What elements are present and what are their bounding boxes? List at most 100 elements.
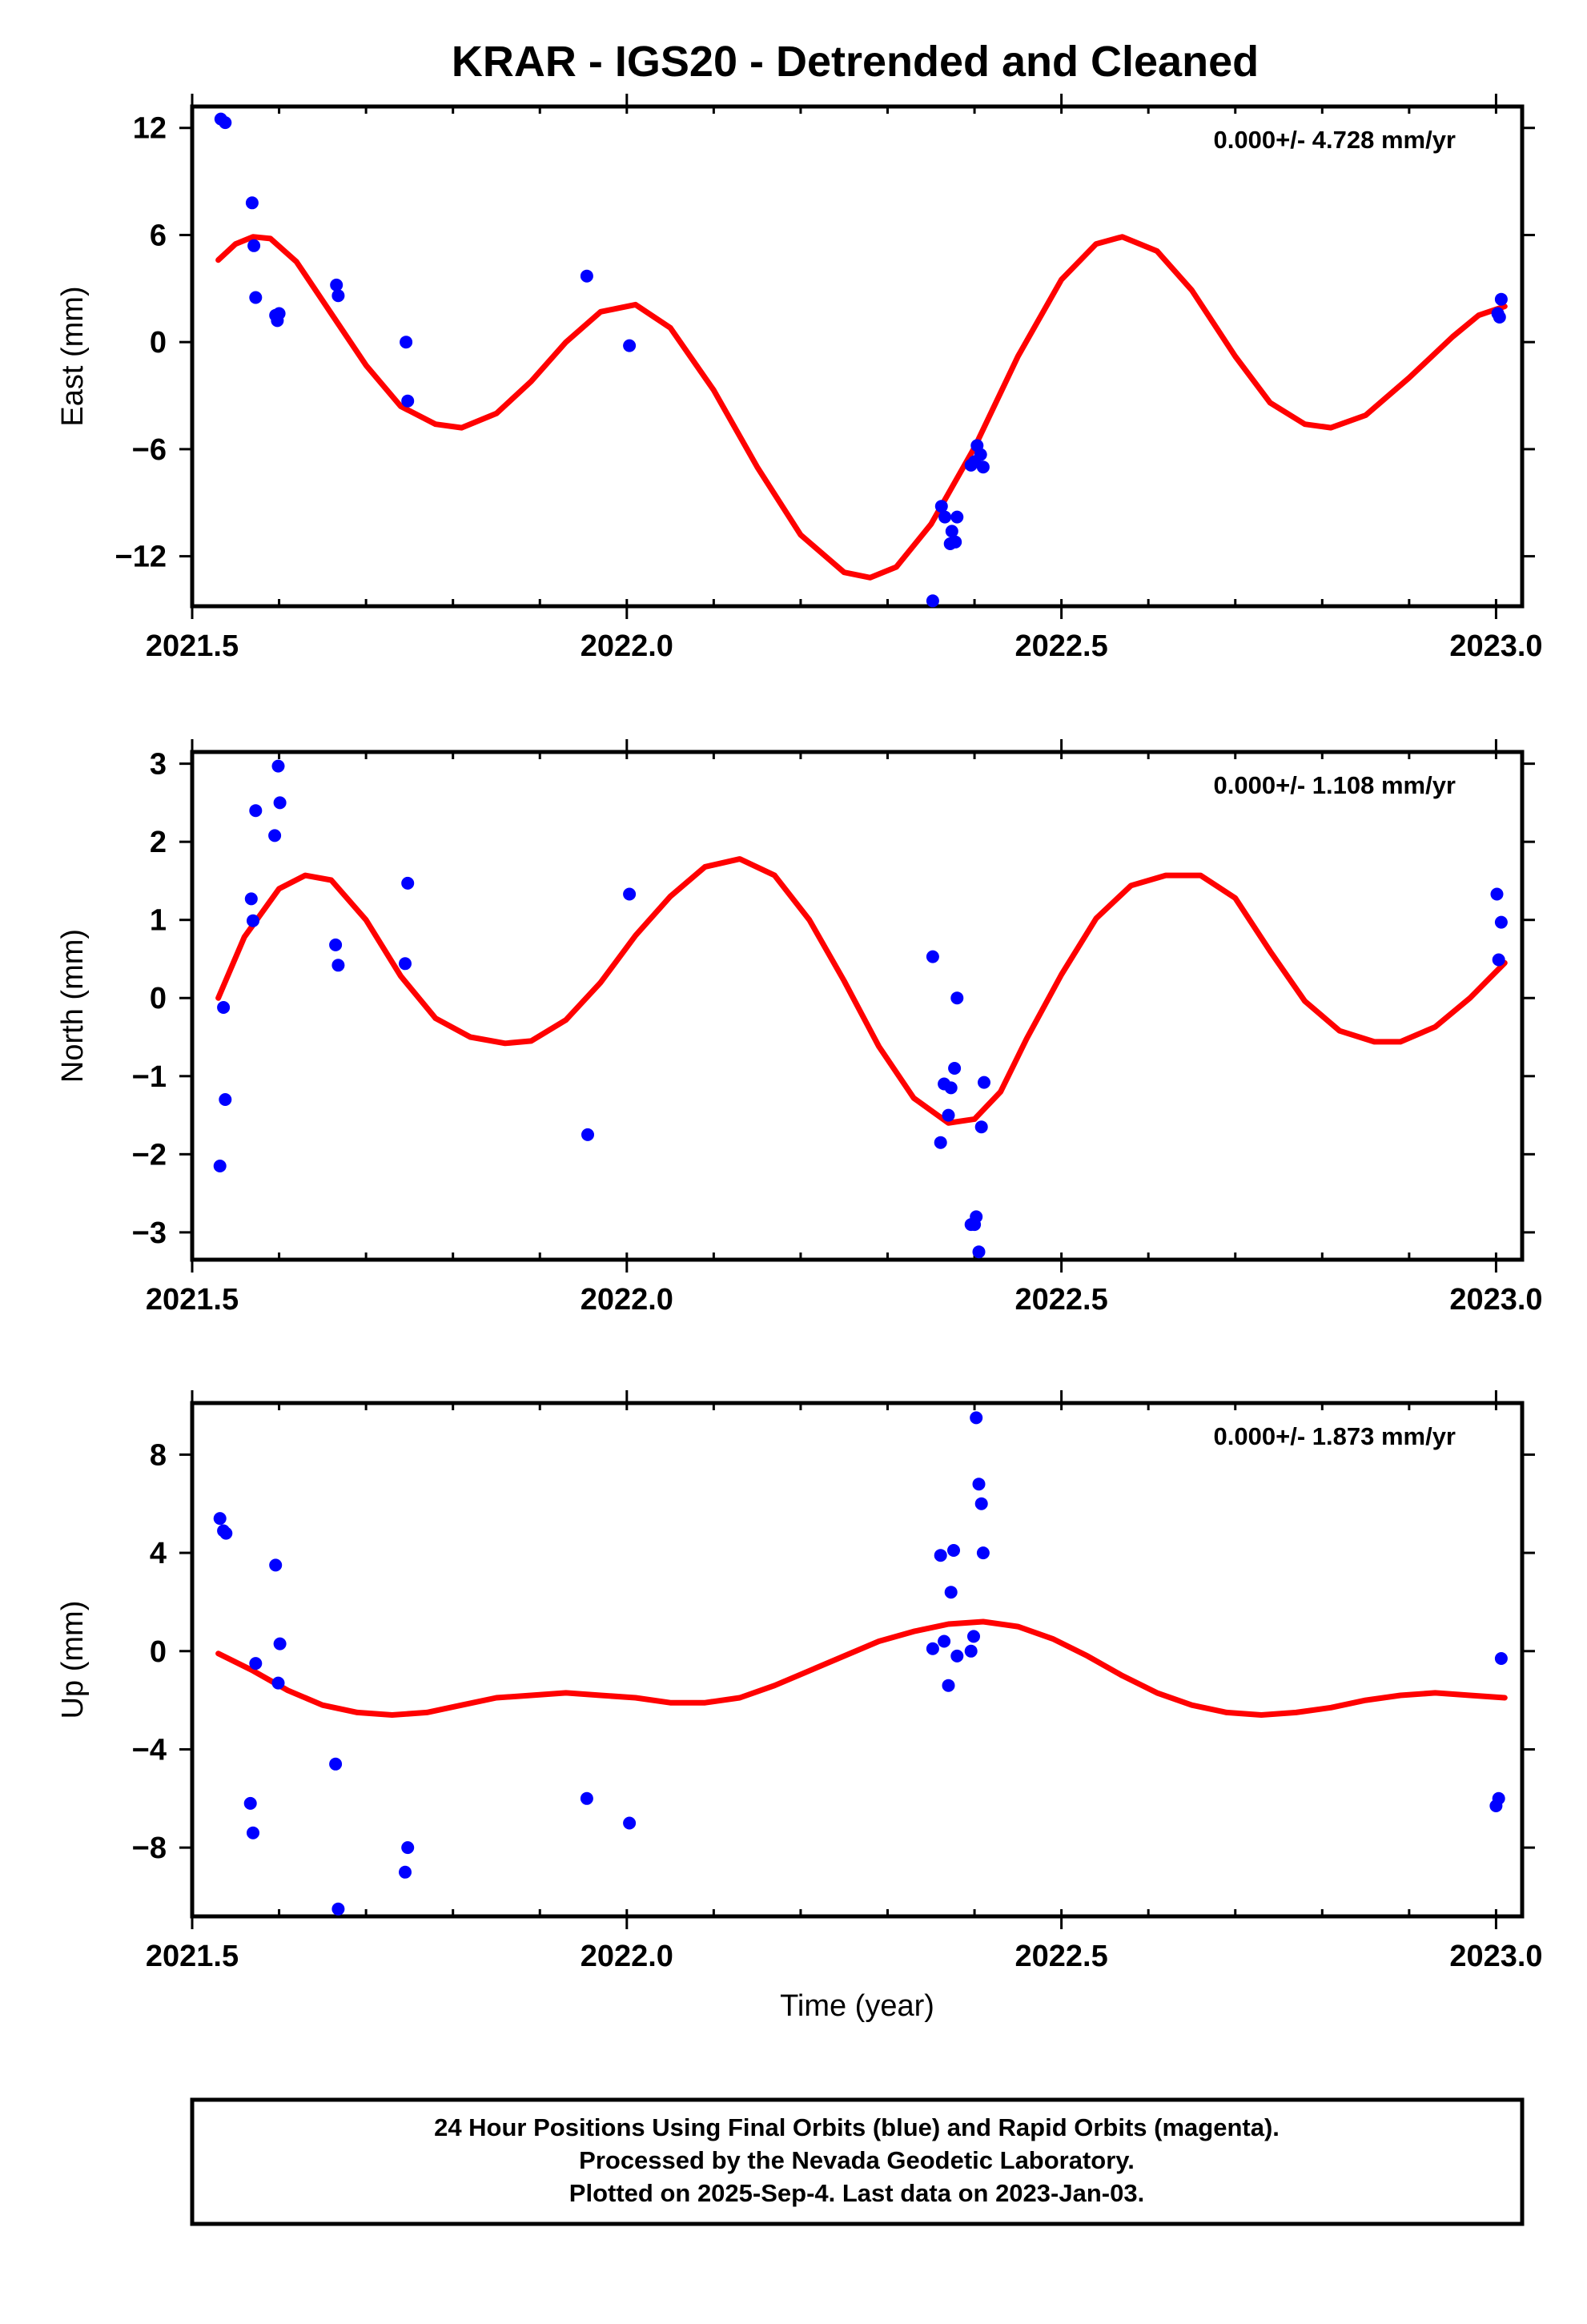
velocity-label: 0.000+/- 1.873 mm/yr xyxy=(1214,1422,1456,1450)
y-axis-label: North (mm) xyxy=(56,929,90,1083)
data-point xyxy=(972,1245,986,1259)
data-point xyxy=(950,991,964,1005)
footer-line-1: 24 Hour Positions Using Final Orbits (bl… xyxy=(434,2113,1280,2141)
model-fit-curve xyxy=(215,234,1508,581)
x-tick-label: 2021.5 xyxy=(146,1940,239,1973)
data-point xyxy=(926,950,939,963)
data-point xyxy=(934,1136,947,1149)
y-tick-label: −4 xyxy=(132,1733,167,1767)
data-point xyxy=(938,510,952,524)
data-point xyxy=(399,957,412,971)
footer-line-2: Processed by the Nevada Geodetic Laborat… xyxy=(579,2146,1135,2174)
y-tick-label: −3 xyxy=(132,1216,167,1250)
y-tick-label: 2 xyxy=(150,826,167,859)
data-point xyxy=(271,759,285,773)
y-tick-label: 0 xyxy=(150,982,167,1015)
footer-line-3: Plotted on 2025-Sep-4. Last data on 2023… xyxy=(569,2179,1144,2207)
y-tick-label: −6 xyxy=(132,433,167,467)
data-point xyxy=(245,196,259,210)
x-tick-label: 2022.0 xyxy=(581,629,673,663)
data-point xyxy=(934,1549,947,1562)
data-point xyxy=(244,892,258,906)
data-point xyxy=(331,959,345,972)
data-point xyxy=(978,1076,990,1089)
x-tick-label: 2023.0 xyxy=(1449,1940,1542,1973)
data-point xyxy=(247,914,259,927)
x-tick-label: 2022.5 xyxy=(1015,629,1108,663)
data-point xyxy=(329,938,343,951)
data-point xyxy=(926,1642,939,1655)
data-point xyxy=(623,339,637,352)
data-point xyxy=(1494,915,1508,929)
x-tick-label: 2021.5 xyxy=(146,1283,239,1317)
data-point xyxy=(213,1160,227,1172)
data-point xyxy=(219,1526,233,1540)
data-point xyxy=(219,116,232,130)
up-panel: 2021.5 2022.0 2022.5 2023.0 8 4 0 −4 −8 Up (mm) Ti… xyxy=(56,1390,1543,2023)
data-point xyxy=(1492,1791,1505,1805)
data-point xyxy=(947,1544,960,1557)
data-point xyxy=(1494,292,1508,306)
x-axis-label: Time (year) xyxy=(780,1989,934,2023)
data-point xyxy=(580,1791,593,1805)
model-fit-curve xyxy=(215,856,1508,1126)
x-tick-label: 2022.0 xyxy=(581,1940,673,1973)
data-point xyxy=(331,289,345,303)
velocity-label: 0.000+/- 1.108 mm/yr xyxy=(1214,771,1456,799)
data-point xyxy=(330,278,344,292)
plot-frame xyxy=(190,1401,1525,1919)
data-point xyxy=(944,1586,958,1599)
data-point xyxy=(974,1497,988,1510)
data-point xyxy=(970,1411,983,1425)
data-point xyxy=(1492,953,1505,967)
data-point xyxy=(249,1657,263,1671)
y-tick-label: −12 xyxy=(115,541,167,574)
data-point xyxy=(249,291,263,304)
x-tick-label: 2022.5 xyxy=(1015,1283,1108,1317)
x-tick-label: 2021.5 xyxy=(146,629,239,663)
data-point xyxy=(950,510,964,524)
data-point xyxy=(217,1001,231,1014)
data-point xyxy=(967,1630,980,1643)
data-point xyxy=(273,1637,287,1651)
data-point xyxy=(945,525,958,538)
data-point xyxy=(581,1128,594,1141)
y-tick-label: 0 xyxy=(150,326,167,360)
data-point xyxy=(331,1902,345,1916)
data-point xyxy=(213,1512,227,1526)
data-point xyxy=(926,594,939,608)
data-point xyxy=(273,796,287,810)
y-axis-label: Up (mm) xyxy=(56,1601,90,1719)
data-point xyxy=(401,1841,415,1855)
data-point xyxy=(938,1634,951,1648)
y-tick-label: −8 xyxy=(132,1831,167,1865)
data-point xyxy=(972,1478,986,1491)
y-tick-label: 3 xyxy=(150,748,167,782)
plot-frame xyxy=(190,104,1525,609)
data-point xyxy=(243,1796,257,1810)
data-point xyxy=(249,804,263,818)
data-point xyxy=(974,448,987,461)
data-point xyxy=(623,1816,637,1830)
y-tick-label: 12 xyxy=(133,112,167,146)
plot-frame xyxy=(190,750,1525,1262)
data-point xyxy=(974,1120,988,1134)
data-point xyxy=(934,500,948,513)
y-tick-label: −1 xyxy=(132,1060,167,1094)
data-point xyxy=(970,1210,983,1224)
data-point xyxy=(219,1093,232,1106)
data-point xyxy=(271,1676,285,1690)
data-point xyxy=(942,1679,955,1692)
footer-box: 24 Hour Positions Using Final Orbits (bl… xyxy=(190,2097,1525,2226)
data-point xyxy=(949,535,962,549)
data-point xyxy=(950,1649,964,1663)
data-point xyxy=(400,336,413,349)
data-point xyxy=(247,239,261,252)
data-point xyxy=(623,887,637,901)
x-tick-label: 2022.5 xyxy=(1015,1940,1108,1973)
data-point xyxy=(964,1644,978,1658)
data-point xyxy=(247,1826,259,1839)
x-tick-label: 2023.0 xyxy=(1449,629,1542,663)
data-point xyxy=(401,876,415,890)
